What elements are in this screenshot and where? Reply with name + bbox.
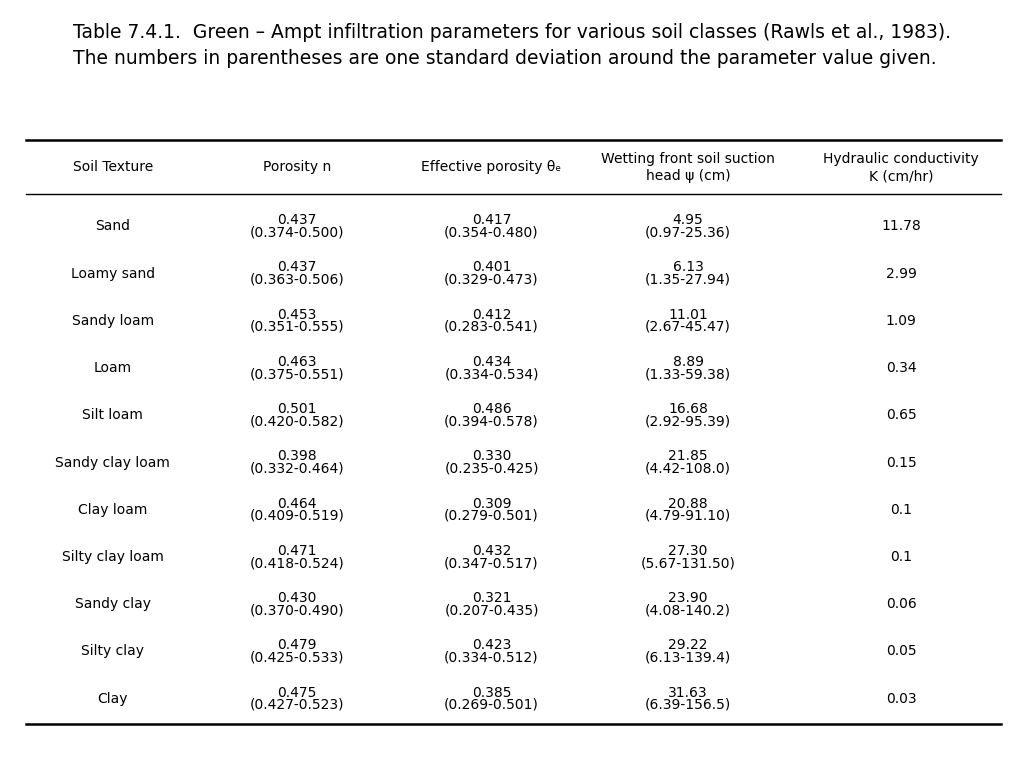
- Text: (0.363-0.506): (0.363-0.506): [250, 273, 344, 286]
- Text: Silty clay loam: Silty clay loam: [61, 550, 164, 564]
- Text: (0.394-0.578): (0.394-0.578): [444, 415, 539, 429]
- Text: 29.22: 29.22: [669, 638, 708, 652]
- Text: (0.283-0.541): (0.283-0.541): [444, 320, 539, 334]
- Text: (0.420-0.582): (0.420-0.582): [250, 415, 344, 429]
- Text: (0.97-25.36): (0.97-25.36): [645, 226, 731, 240]
- Text: (0.374-0.500): (0.374-0.500): [250, 226, 344, 240]
- Text: Porosity n: Porosity n: [263, 161, 331, 174]
- Text: (4.42-108.0): (4.42-108.0): [645, 462, 731, 475]
- Text: (5.67-131.50): (5.67-131.50): [641, 556, 735, 570]
- Text: (1.33-59.38): (1.33-59.38): [645, 367, 731, 381]
- Text: (0.425-0.533): (0.425-0.533): [250, 650, 344, 664]
- Text: 0.1: 0.1: [890, 550, 912, 564]
- Text: (0.409-0.519): (0.409-0.519): [250, 509, 344, 523]
- Text: 0.475: 0.475: [278, 686, 316, 700]
- Text: Sand: Sand: [95, 220, 130, 233]
- Text: (0.279-0.501): (0.279-0.501): [444, 509, 539, 523]
- Text: (0.427-0.523): (0.427-0.523): [250, 698, 344, 712]
- Text: 0.486: 0.486: [472, 402, 511, 416]
- Text: 0.03: 0.03: [886, 692, 916, 706]
- Text: 0.453: 0.453: [278, 308, 316, 322]
- Text: 0.385: 0.385: [472, 686, 511, 700]
- Text: (0.354-0.480): (0.354-0.480): [444, 226, 539, 240]
- Text: (2.92-95.39): (2.92-95.39): [645, 415, 731, 429]
- Text: 0.398: 0.398: [278, 449, 316, 463]
- Text: 0.1: 0.1: [890, 503, 912, 517]
- Text: 23.90: 23.90: [669, 591, 708, 605]
- Text: 11.01: 11.01: [669, 308, 708, 322]
- Text: (0.334-0.534): (0.334-0.534): [444, 367, 539, 381]
- Text: 2.99: 2.99: [886, 266, 916, 280]
- Text: (0.269-0.501): (0.269-0.501): [444, 698, 539, 712]
- Text: Effective porosity θₑ: Effective porosity θₑ: [422, 161, 561, 174]
- Text: (2.67-45.47): (2.67-45.47): [645, 320, 731, 334]
- Text: Table 7.4.1.  Green – Ampt infiltration parameters for various soil classes (Raw: Table 7.4.1. Green – Ampt infiltration p…: [73, 23, 951, 68]
- Text: 11.78: 11.78: [882, 220, 921, 233]
- Text: (0.334-0.512): (0.334-0.512): [444, 650, 539, 664]
- Text: 0.437: 0.437: [278, 214, 316, 227]
- Text: 0.434: 0.434: [472, 355, 511, 369]
- Text: Clay: Clay: [97, 692, 128, 706]
- Text: (1.35-27.94): (1.35-27.94): [645, 273, 731, 286]
- Text: Silty clay: Silty clay: [81, 644, 144, 658]
- Text: 0.321: 0.321: [472, 591, 511, 605]
- Text: 0.34: 0.34: [886, 361, 916, 375]
- Text: 0.06: 0.06: [886, 598, 916, 611]
- Text: 1.09: 1.09: [886, 314, 916, 328]
- Text: 0.412: 0.412: [472, 308, 511, 322]
- Text: Hydraulic conductivity
K (cm/hr): Hydraulic conductivity K (cm/hr): [823, 152, 979, 183]
- Text: (0.329-0.473): (0.329-0.473): [444, 273, 539, 286]
- Text: (0.207-0.435): (0.207-0.435): [444, 604, 539, 617]
- Text: 0.401: 0.401: [472, 260, 511, 274]
- Text: (4.79-91.10): (4.79-91.10): [645, 509, 731, 523]
- Text: Silt loam: Silt loam: [82, 409, 143, 422]
- Text: (0.235-0.425): (0.235-0.425): [444, 462, 539, 475]
- Text: (0.375-0.551): (0.375-0.551): [250, 367, 344, 381]
- Text: 20.88: 20.88: [669, 497, 708, 511]
- Text: 0.430: 0.430: [278, 591, 316, 605]
- Text: 0.423: 0.423: [472, 638, 511, 652]
- Text: (0.332-0.464): (0.332-0.464): [250, 462, 344, 475]
- Text: 16.68: 16.68: [669, 402, 708, 416]
- Text: Soil Texture: Soil Texture: [73, 161, 153, 174]
- Text: 27.30: 27.30: [669, 544, 708, 558]
- Text: 0.471: 0.471: [278, 544, 316, 558]
- Text: Clay loam: Clay loam: [78, 503, 147, 517]
- Text: 0.65: 0.65: [886, 409, 916, 422]
- Text: 0.437: 0.437: [278, 260, 316, 274]
- Text: Sandy loam: Sandy loam: [72, 314, 154, 328]
- Text: 21.85: 21.85: [669, 449, 708, 463]
- Text: (4.08-140.2): (4.08-140.2): [645, 604, 731, 617]
- Text: 0.330: 0.330: [472, 449, 511, 463]
- Text: Sandy clay: Sandy clay: [75, 598, 151, 611]
- Text: 8.89: 8.89: [673, 355, 703, 369]
- Text: (0.351-0.555): (0.351-0.555): [250, 320, 344, 334]
- Text: 0.15: 0.15: [886, 455, 916, 469]
- Text: 0.432: 0.432: [472, 544, 511, 558]
- Text: (0.370-0.490): (0.370-0.490): [250, 604, 344, 617]
- Text: Loamy sand: Loamy sand: [71, 266, 155, 280]
- Text: Sandy clay loam: Sandy clay loam: [55, 455, 170, 469]
- Text: 31.63: 31.63: [669, 686, 708, 700]
- Text: 4.95: 4.95: [673, 214, 703, 227]
- Text: (0.418-0.524): (0.418-0.524): [250, 556, 344, 570]
- Text: Loam: Loam: [93, 361, 132, 375]
- Text: 0.417: 0.417: [472, 214, 511, 227]
- Text: (6.13-139.4): (6.13-139.4): [645, 650, 731, 664]
- Text: 0.309: 0.309: [472, 497, 511, 511]
- Text: (0.347-0.517): (0.347-0.517): [444, 556, 539, 570]
- Text: Wetting front soil suction
head ψ (cm): Wetting front soil suction head ψ (cm): [601, 152, 775, 183]
- Text: 0.479: 0.479: [278, 638, 316, 652]
- Text: (6.39-156.5): (6.39-156.5): [645, 698, 731, 712]
- Text: 0.463: 0.463: [278, 355, 316, 369]
- Text: 0.05: 0.05: [886, 644, 916, 658]
- Text: 0.464: 0.464: [278, 497, 316, 511]
- Text: 0.501: 0.501: [278, 402, 316, 416]
- Text: 6.13: 6.13: [673, 260, 703, 274]
